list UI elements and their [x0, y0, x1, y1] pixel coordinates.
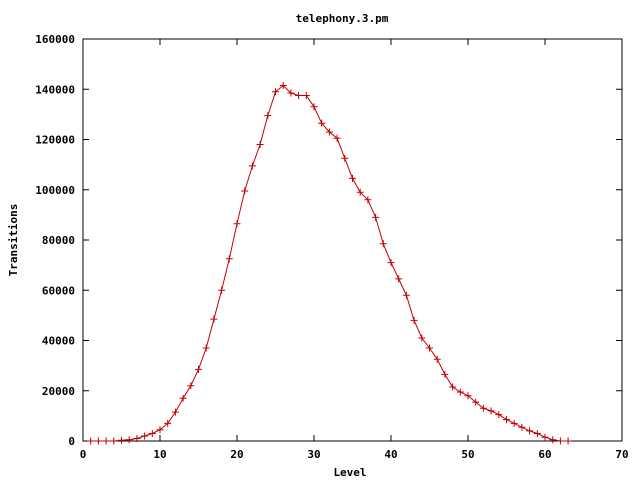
chart-title: telephony.3.pm [296, 12, 389, 25]
data-point [148, 430, 156, 437]
y-tick-label: 120000 [35, 134, 75, 147]
y-tick-label: 60000 [42, 284, 75, 297]
y-axis-label: Transitions [7, 204, 20, 277]
series-line [90, 84, 569, 442]
data-point [94, 437, 102, 445]
data-point [479, 404, 487, 412]
data-point [487, 407, 495, 415]
data-point [402, 291, 410, 299]
data-point [187, 382, 195, 390]
data-point [464, 392, 472, 400]
data-point [264, 112, 272, 120]
data-point [125, 436, 133, 444]
data-point [379, 240, 387, 248]
data-point [133, 435, 141, 442]
data-point [241, 187, 249, 195]
data-point [387, 259, 395, 267]
data-point [110, 437, 118, 445]
x-tick-label: 20 [230, 448, 243, 461]
data-point [549, 436, 557, 444]
data-point [510, 419, 518, 427]
data-point [433, 355, 441, 363]
x-tick-label: 70 [615, 448, 628, 461]
y-tick-label: 140000 [35, 83, 75, 96]
data-point [349, 174, 356, 182]
data-point [141, 432, 149, 440]
data-point [210, 315, 218, 323]
data-point [541, 433, 549, 441]
data-point [495, 411, 503, 419]
data-point [279, 82, 287, 89]
data-point [333, 134, 341, 142]
data-point [325, 128, 333, 136]
data-point [295, 92, 303, 99]
y-tick-label: 160000 [35, 33, 75, 46]
data-point [418, 334, 426, 342]
data-point [364, 196, 372, 204]
x-tick-label: 10 [153, 448, 166, 461]
data-point [526, 427, 534, 435]
data-point [225, 255, 233, 263]
data-point [118, 436, 125, 444]
data-point [426, 344, 433, 352]
y-tick-label: 80000 [42, 234, 75, 247]
data-point [518, 423, 526, 431]
data-point [256, 141, 264, 148]
data-point [564, 437, 572, 445]
x-tick-label: 60 [538, 448, 551, 461]
data-point [164, 419, 172, 427]
y-tick-label: 20000 [42, 385, 75, 398]
data-point [102, 437, 110, 445]
y-tick-label: 40000 [42, 335, 75, 348]
x-tick-label: 50 [461, 448, 474, 461]
data-point [356, 188, 364, 196]
y-tick-label: 100000 [35, 184, 75, 197]
plot-frame [82, 38, 623, 442]
data-point [179, 394, 187, 402]
x-axis-label: Level [333, 466, 366, 479]
data-point [87, 437, 95, 445]
data-point [302, 92, 310, 99]
data-point [233, 220, 241, 228]
data-point [395, 275, 403, 283]
data-point [218, 286, 226, 294]
data-point [410, 316, 418, 324]
y-tick-label: 0 [68, 435, 75, 448]
data-point [503, 416, 510, 424]
x-tick-label: 40 [384, 448, 397, 461]
data-point [202, 344, 210, 352]
data-point [318, 119, 326, 127]
data-point [248, 162, 256, 170]
data-point [456, 388, 464, 396]
data-point [156, 426, 164, 434]
data-point [310, 103, 318, 111]
data-point [341, 154, 349, 162]
x-tick-label: 30 [307, 448, 320, 461]
data-point [449, 383, 457, 391]
data-point [533, 430, 541, 437]
data-point [441, 370, 449, 378]
data-point [556, 437, 564, 445]
data-point [272, 88, 279, 96]
data-point [195, 365, 202, 373]
series-group [87, 82, 572, 445]
data-point [287, 89, 295, 97]
data-point [472, 398, 480, 406]
y-axis-ticks: 0 20000 40000 60000 80000 100000 120000 140000 1… [35, 33, 622, 448]
data-point [372, 213, 380, 221]
data-point [171, 408, 179, 416]
x-axis-ticks: 0 10 20 30 40 50 60 70 [80, 39, 629, 461]
x-tick-label: 0 [80, 448, 87, 461]
